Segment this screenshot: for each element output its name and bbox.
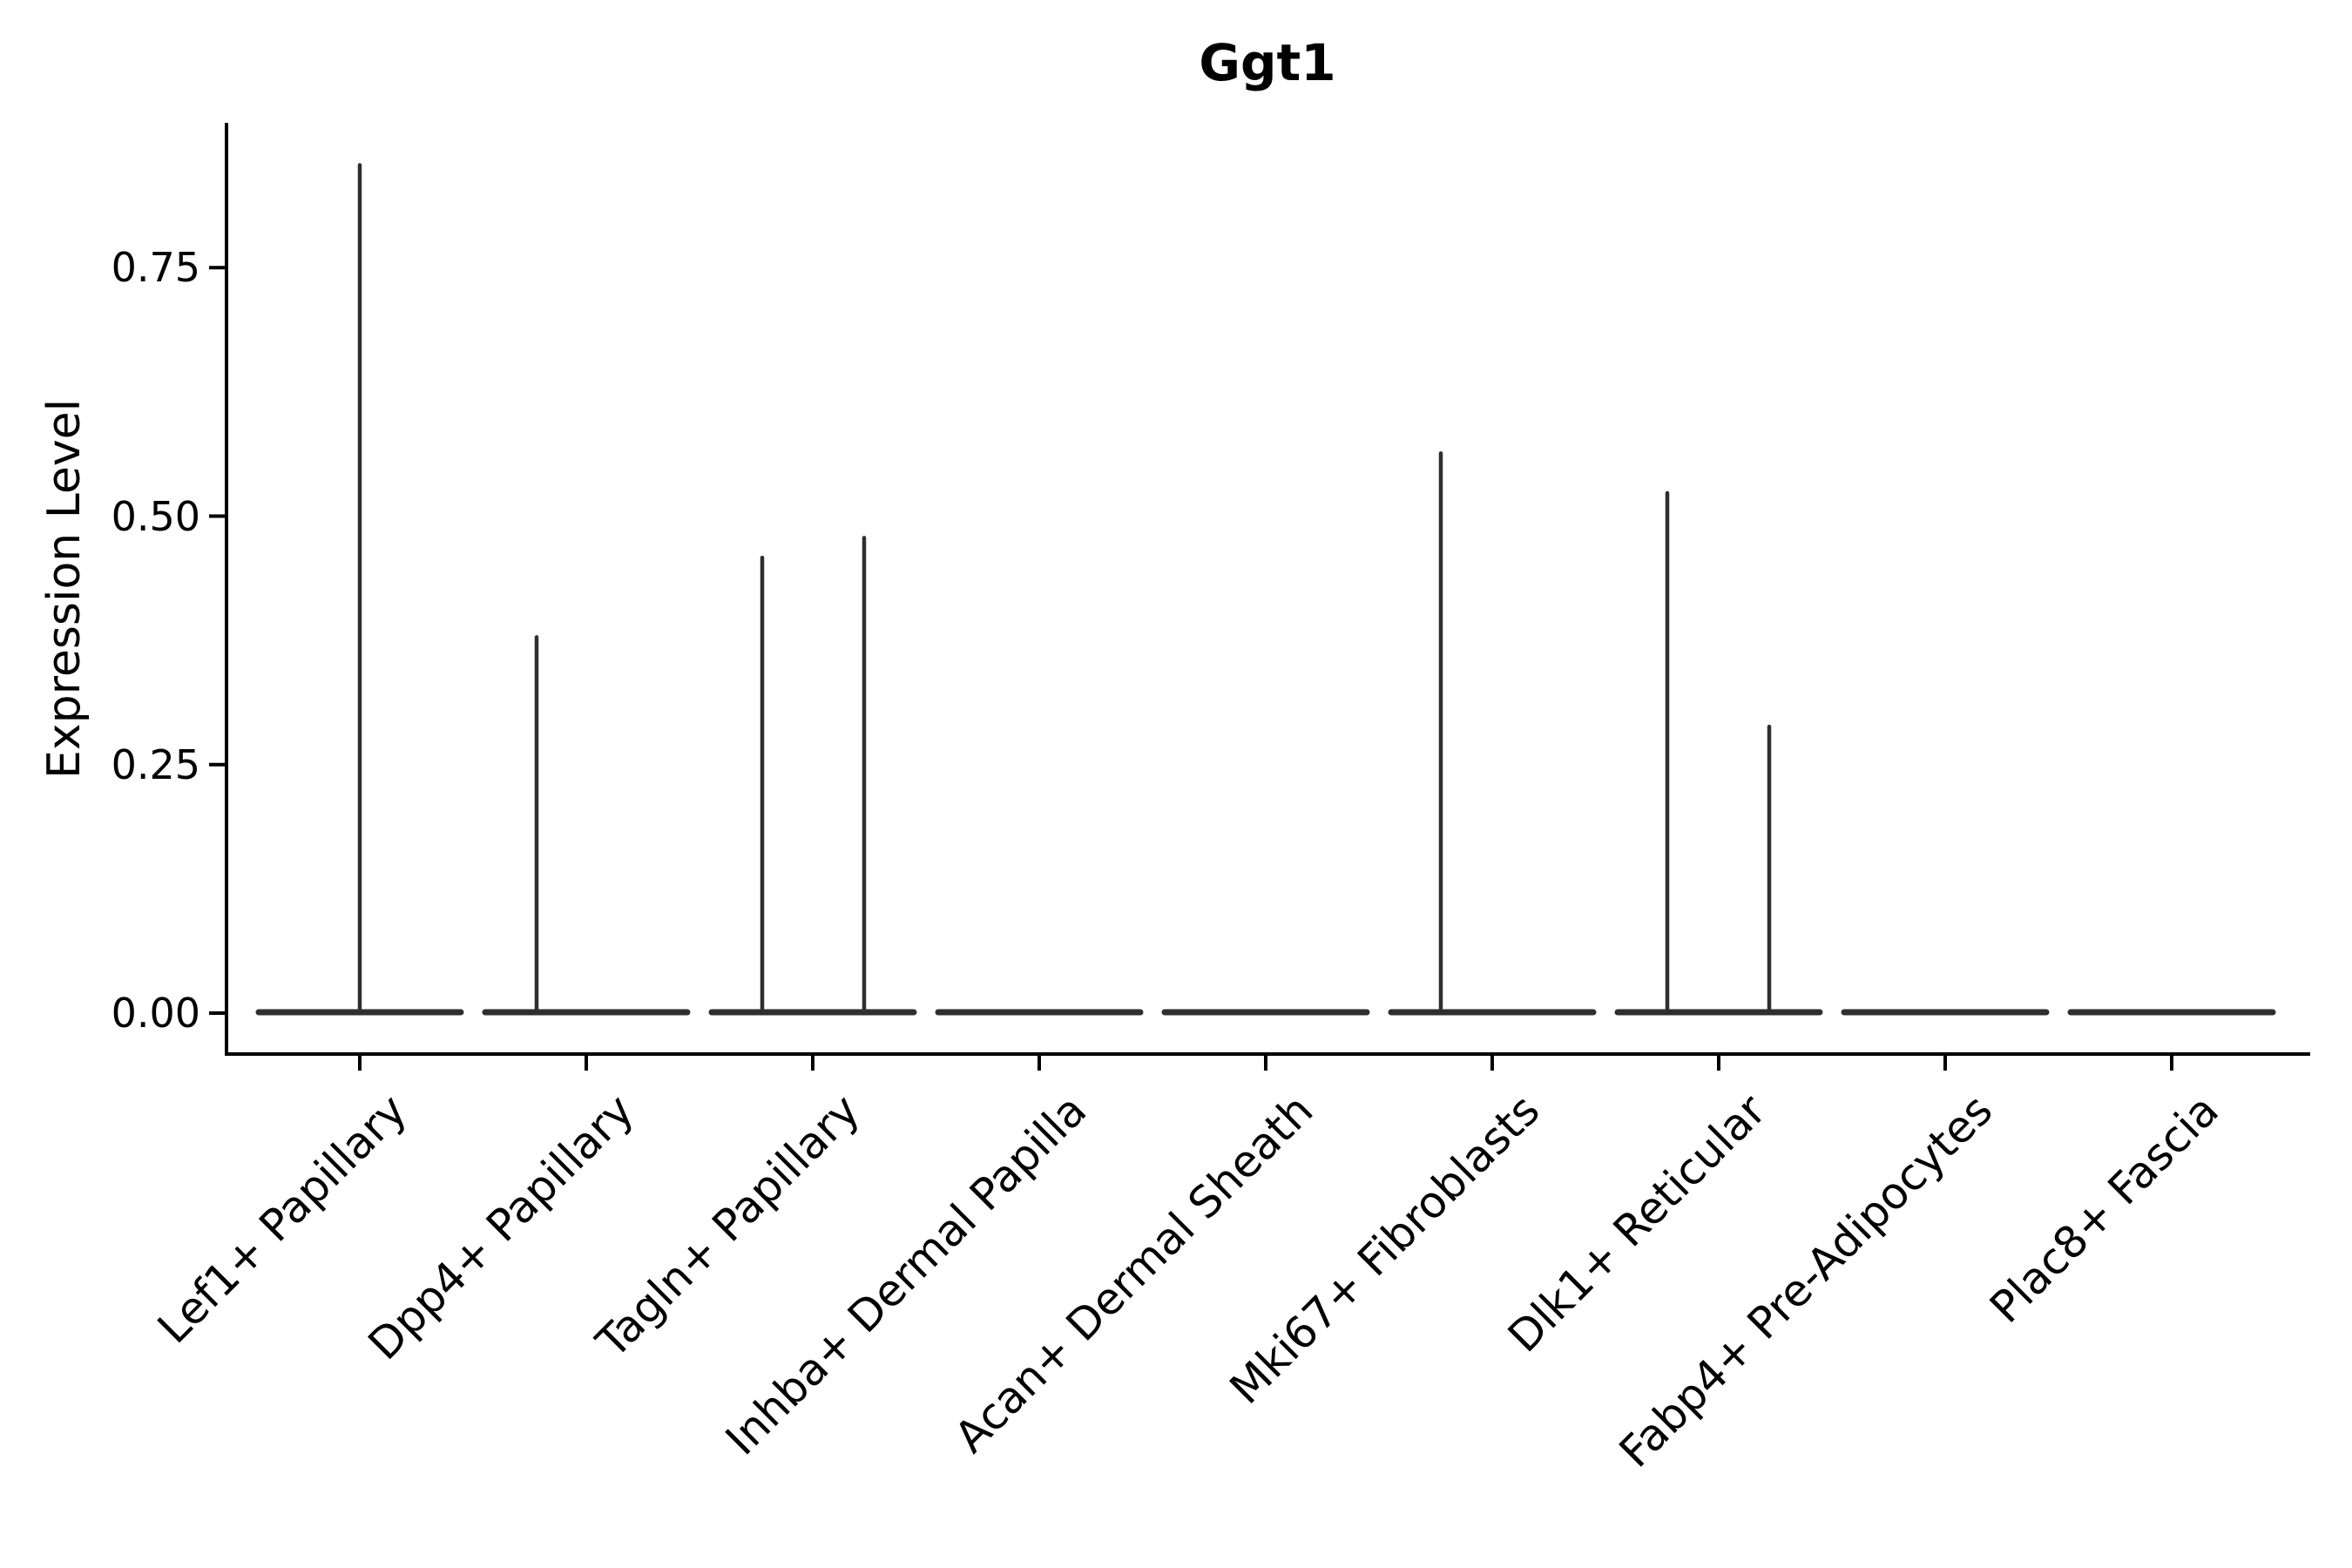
y-tick-label: 0.75 bbox=[111, 244, 200, 292]
y-tick-label: 0.25 bbox=[111, 740, 200, 788]
y-tick-label: 0.50 bbox=[111, 492, 200, 540]
plot-title: Ggt1 bbox=[1199, 33, 1336, 92]
y-axis-label: Expression Level bbox=[38, 398, 91, 780]
y-tick-label: 0.00 bbox=[111, 990, 200, 1037]
